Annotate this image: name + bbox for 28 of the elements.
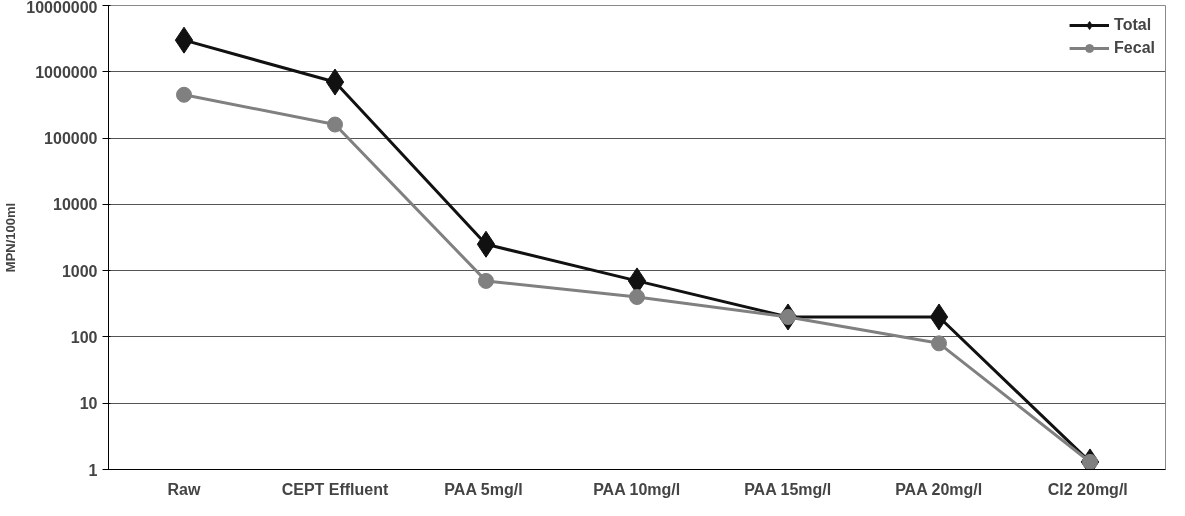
y-axis-title: MPN/100ml	[3, 202, 19, 273]
y-tick-label: 10	[79, 395, 98, 413]
point	[174, 26, 194, 54]
y-tick-label: 1000	[61, 262, 98, 280]
point	[629, 289, 645, 306]
point	[176, 86, 192, 103]
x-tick-label: Cl2 20mg/l	[1047, 480, 1128, 498]
point	[327, 116, 343, 133]
y-tick-label: 1000000	[35, 63, 98, 81]
x-tick-label: CEPT Effluent	[281, 480, 389, 498]
x-tick-label: PAA 5mg/l	[444, 480, 523, 498]
legend-label: Fecal	[1114, 39, 1155, 57]
point	[476, 230, 496, 258]
x-tick-label: PAA 20mg/l	[895, 480, 983, 498]
y-tick-label: 10000	[53, 196, 98, 214]
x-tick-label: PAA 10mg/l	[593, 480, 681, 498]
point	[931, 335, 947, 352]
y-tick-label: 100000	[44, 130, 98, 148]
y-tick-label: 100	[70, 328, 98, 346]
point	[325, 68, 345, 96]
point	[929, 303, 949, 331]
point	[1082, 453, 1098, 470]
x-tick-label: Raw	[167, 480, 201, 498]
legend-label: Total	[1114, 16, 1152, 34]
point	[478, 272, 494, 289]
x-tick-label: PAA 15mg/l	[744, 480, 832, 498]
y-tick-label: 10000000	[26, 0, 98, 16]
y-tick-label: 1	[88, 461, 98, 479]
